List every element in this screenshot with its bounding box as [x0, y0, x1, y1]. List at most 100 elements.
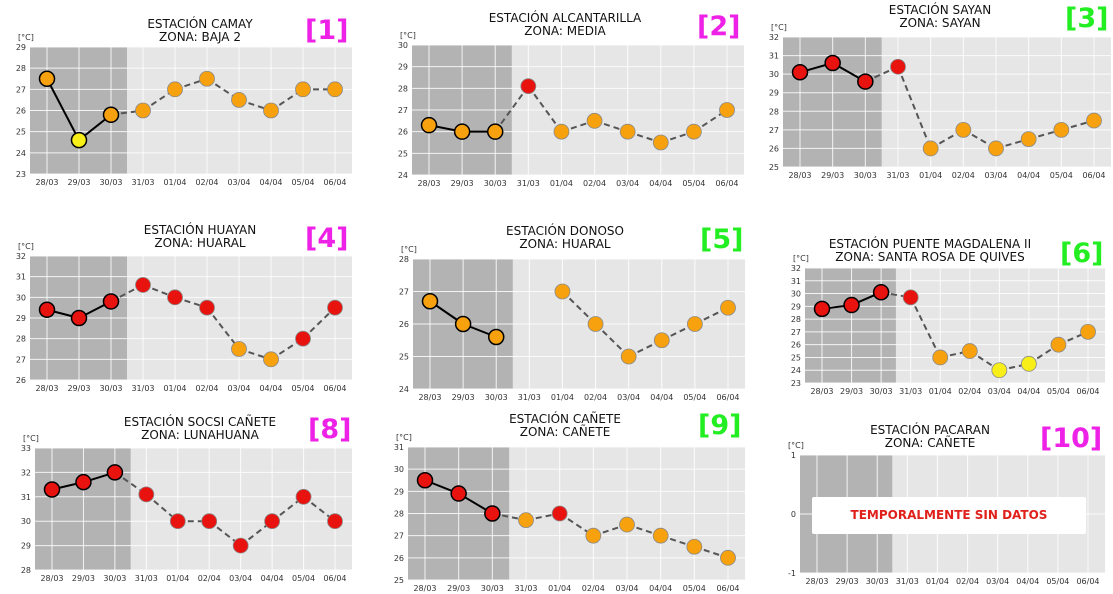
temperature-point: [327, 299, 343, 316]
chart-title: ESTACIÓN SAYAN ZONA: SAYAN: [775, 4, 1105, 30]
temperature-point: [70, 309, 88, 327]
plot-area: 23 24 25 26 27 28 29 28/03 29/03 30/03 31/03 01/04 0…: [16, 33, 352, 187]
x-tick-label: 02/04: [195, 384, 218, 393]
chart-title: ESTACIÓN SOCSI CAÑETE ZONA: LUNAHUANA: [40, 416, 360, 442]
y-tick-label: 28: [16, 335, 26, 344]
zone-name: ZONA: BAJA 2: [159, 30, 241, 44]
x-tick-label: 03/04: [229, 574, 252, 583]
no-data-annotation: TEMPORALMENTE SIN DATOS: [812, 497, 1086, 534]
temperature-point: [619, 123, 636, 140]
x-tick-label: 06/04: [716, 393, 739, 402]
temperature-point: [487, 328, 505, 346]
temperature-point: [102, 106, 120, 123]
y-tick-label: 25: [398, 149, 408, 158]
x-tick-label: 01/04: [163, 384, 186, 393]
temperature-point: [167, 289, 183, 306]
x-tick-label: 30/03: [481, 584, 504, 593]
temperature-point: [1086, 112, 1102, 129]
x-tick-label: 04/04: [261, 574, 284, 583]
forecast-line-segment: [909, 296, 942, 358]
x-tick-label: 31/03: [517, 179, 540, 188]
temperature-point: [553, 123, 570, 140]
temperature-point: [416, 472, 434, 489]
forecast-line-segment: [897, 66, 932, 149]
temperature-point: [719, 102, 735, 118]
y-tick-label: -1: [788, 569, 796, 578]
y-tick-label: 27: [394, 532, 404, 541]
temperature-point: [70, 131, 88, 149]
y-tick-label: 27: [399, 288, 409, 297]
station-number-badge: [1]: [305, 15, 349, 46]
forecast-line-segment: [594, 323, 630, 358]
x-tick-label: 29/03: [72, 574, 95, 583]
station-name: ESTACIÓN ALCANTARILLA: [488, 11, 642, 25]
zone-name: ZONA: HUARAL: [154, 236, 246, 250]
x-tick-label: 28/03: [40, 574, 63, 583]
plot-area: 24 25 26 27 28 28/03 29/03 30/03 31/03 01/04 02/04…: [399, 245, 745, 402]
y-tick-label: 28: [791, 315, 801, 324]
station-name: ESTACIÓN PUENTE MAGDALENA II: [828, 237, 1032, 251]
zone-name: ZONA: SAYAN: [899, 16, 981, 30]
y-unit-label: [°C]: [18, 33, 34, 42]
x-tick-label: 03/04: [227, 178, 250, 187]
plot-area: 24 25 26 27 28 29 30 28/03 29/03 30/03 31/03 01/04 0…: [398, 31, 744, 188]
x-tick-label: 04/04: [259, 384, 282, 393]
x-tick-label: 06/04: [1076, 387, 1099, 396]
station-name: ESTACIÓN DONOSO: [506, 224, 624, 238]
x-tick-label: 02/04: [583, 179, 606, 188]
x-tick-label: 28/03: [35, 178, 58, 187]
station-number-badge: [4]: [305, 223, 349, 254]
y-unit-label: [°C]: [401, 245, 417, 254]
temperature-point: [295, 81, 311, 98]
y-tick-label: 29: [398, 63, 408, 72]
x-tick-label: 03/04: [988, 387, 1011, 396]
temperature-point: [961, 343, 978, 359]
y-tick-label: 24: [791, 366, 801, 375]
x-tick-label: 31/03: [896, 577, 919, 586]
plot-area: 25 26 27 28 29 30 31 32 28/03 29/03 30/03 31/03 01/0…: [769, 23, 1111, 180]
temperature-point: [890, 58, 906, 75]
x-tick-label: 30/03: [99, 384, 122, 393]
temperature-point: [263, 351, 279, 368]
temperature-point: [587, 316, 604, 332]
x-tick-label: 29/03: [836, 577, 859, 586]
temperature-point: [653, 332, 670, 349]
temperature-point: [231, 92, 247, 108]
x-tick-label: 05/04: [292, 574, 315, 583]
y-tick-label: 25: [791, 353, 801, 362]
temperature-point: [554, 283, 571, 300]
y-tick-label: 30: [791, 290, 801, 299]
x-tick-label: 31/03: [518, 393, 541, 402]
temperature-point: [520, 78, 537, 95]
x-tick-label: 06/04: [1076, 577, 1099, 586]
temperature-point: [327, 513, 343, 530]
x-tick-label: 28/03: [35, 384, 58, 393]
forecast-line-segment: [206, 307, 240, 350]
x-tick-label: 06/04: [323, 178, 346, 187]
temperature-point: [686, 538, 703, 555]
x-tick-label: 01/04: [926, 577, 949, 586]
temperature-point: [932, 349, 949, 366]
y-tick-label: 27: [791, 328, 801, 337]
temperature-point: [720, 549, 736, 566]
y-tick-label: 24: [16, 149, 26, 158]
y-unit-label: [°C]: [23, 434, 39, 443]
temperature-point: [486, 123, 504, 140]
y-tick-label: 29: [394, 487, 404, 496]
x-tick-label: 29/03: [447, 584, 470, 593]
y-unit-label: [°C]: [771, 23, 787, 32]
plot-area: 26 27 28 29 30 31 32 28/03 29/03 30/03 31/03 01/04 0…: [16, 242, 352, 393]
x-tick-label: 31/03: [899, 387, 922, 396]
x-tick-label: 29/03: [821, 171, 844, 180]
y-tick-label: 29: [16, 43, 26, 52]
y-tick-label: 28: [398, 84, 408, 93]
station-number-badge: [6]: [1060, 238, 1104, 269]
chart-title: ESTACIÓN CAMAY ZONA: BAJA 2: [40, 18, 360, 44]
y-tick-label: 33: [21, 444, 31, 453]
temperature-point: [102, 293, 120, 310]
x-tick-label: 04/04: [649, 179, 672, 188]
x-tick-label: 02/04: [584, 393, 607, 402]
temperature-point: [720, 299, 736, 316]
temperature-point: [824, 54, 841, 72]
x-tick-label: 28/03: [805, 577, 828, 586]
